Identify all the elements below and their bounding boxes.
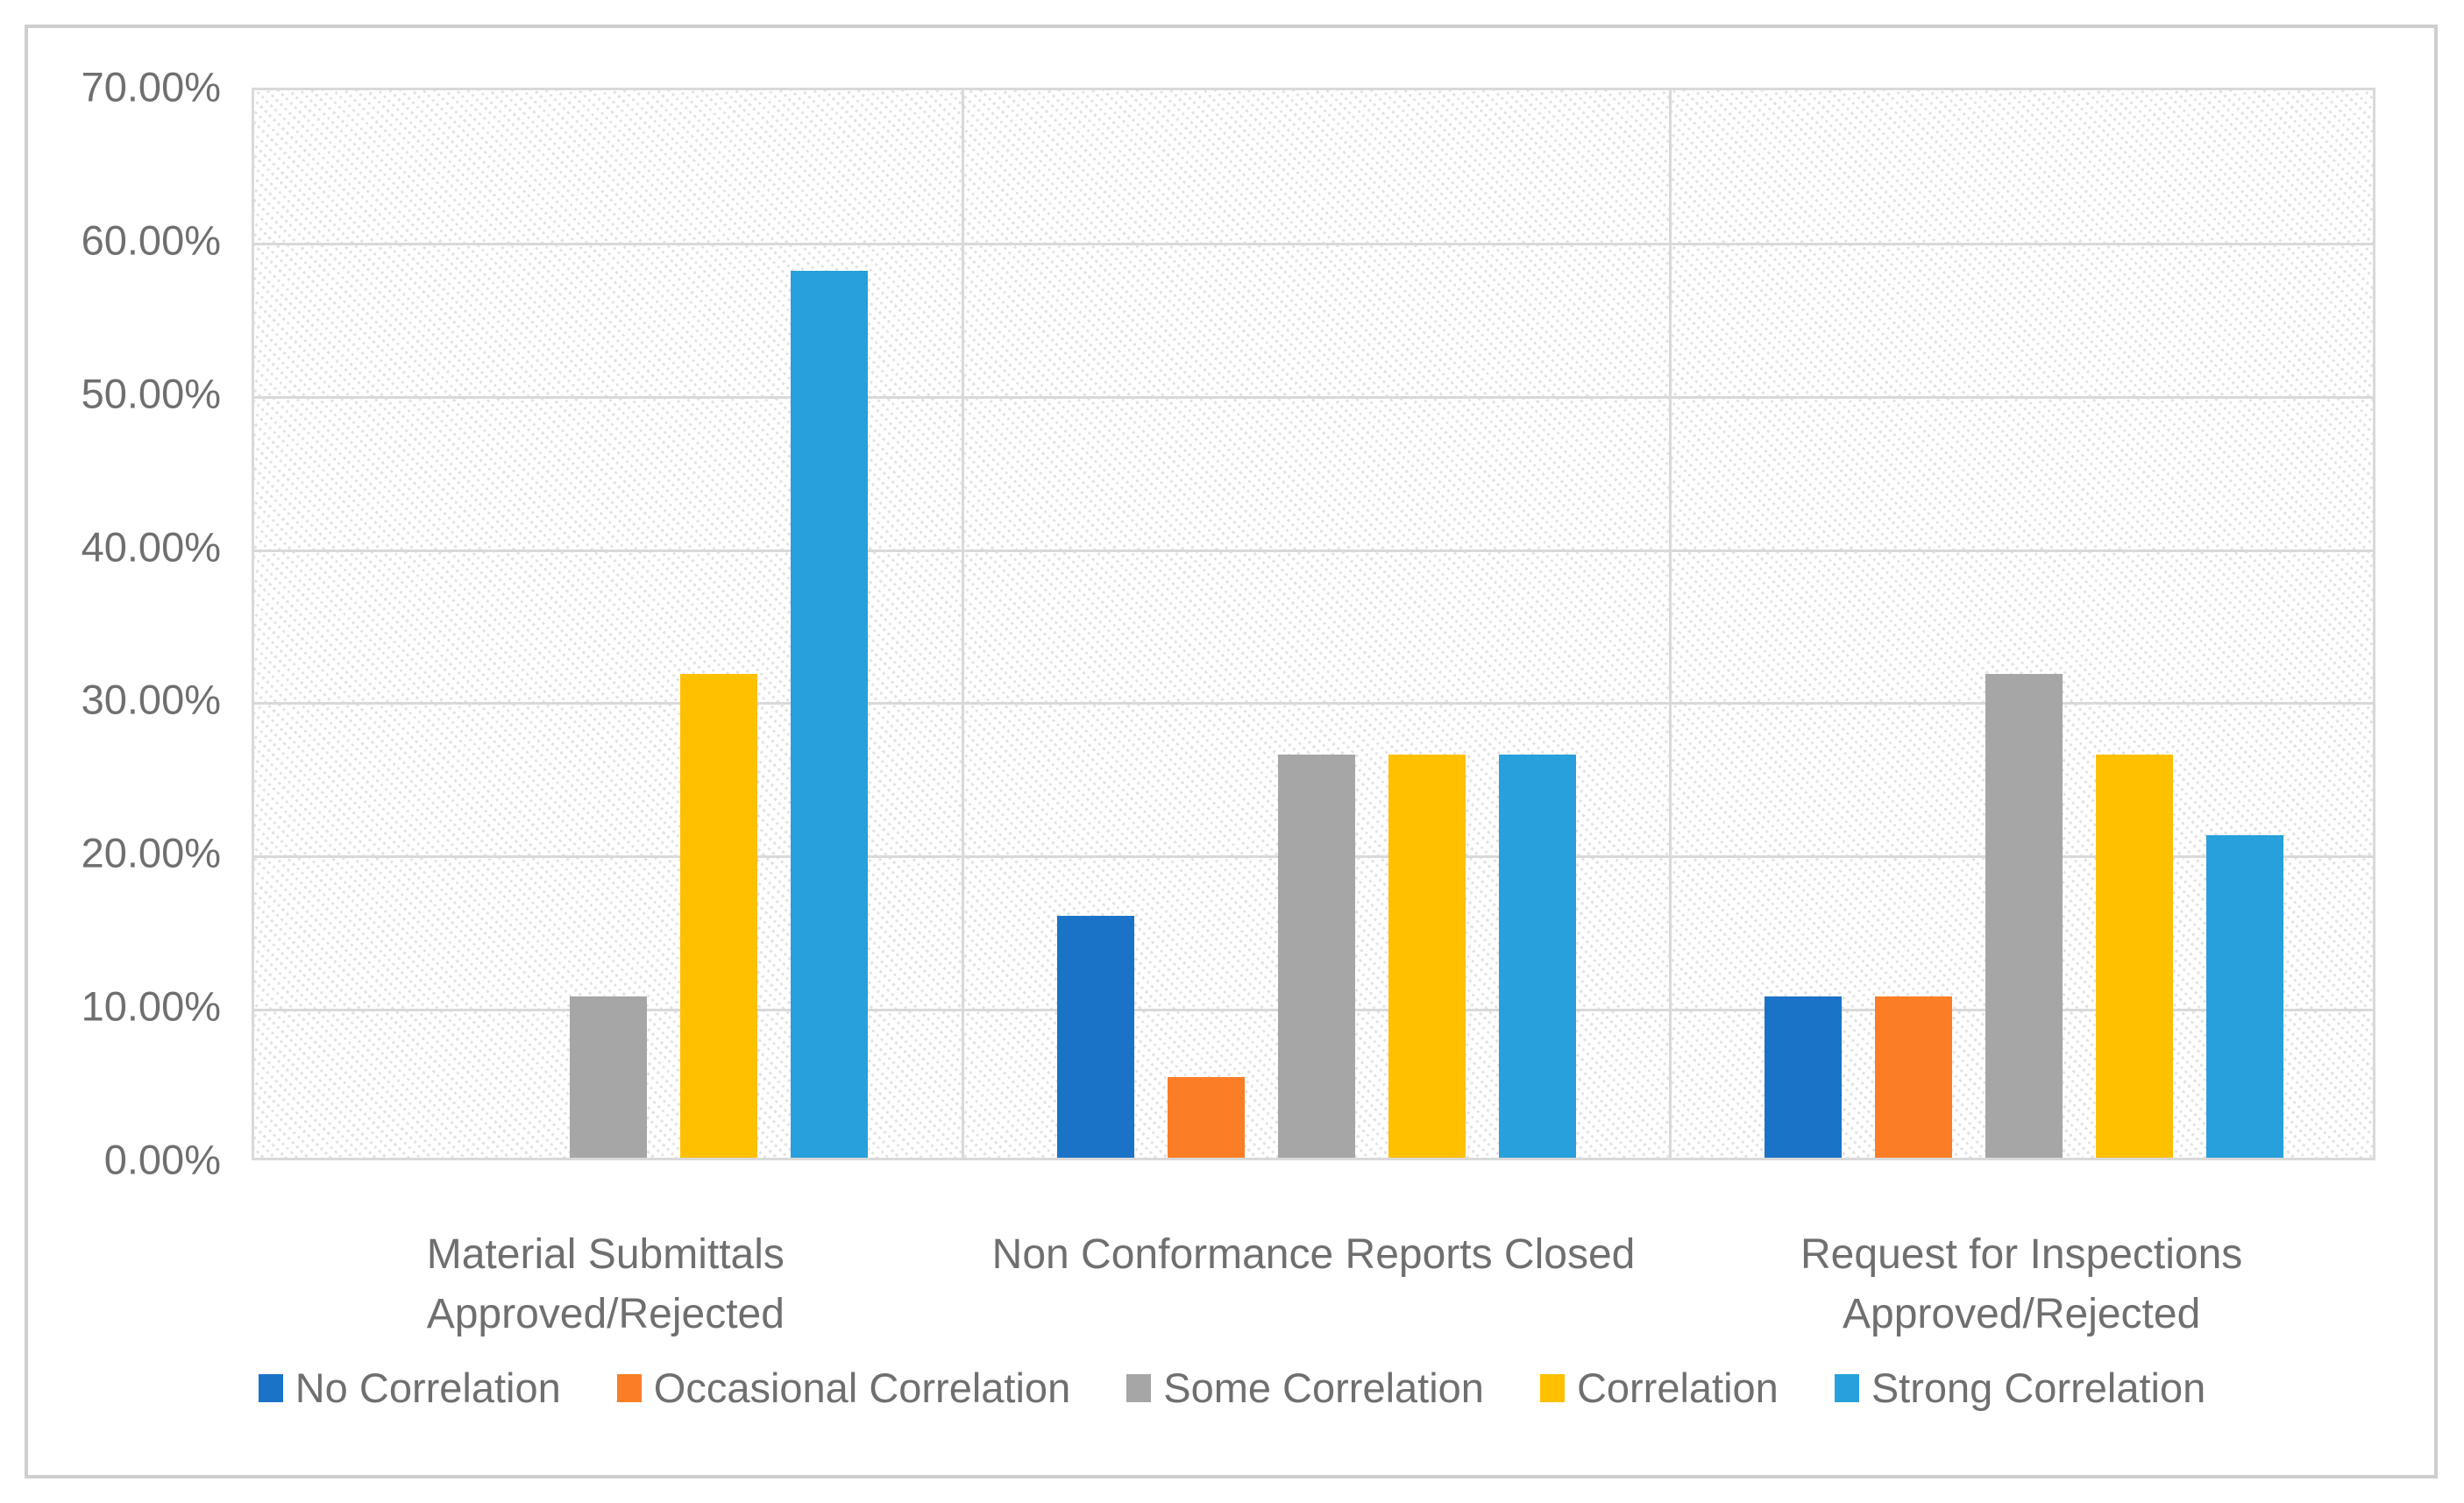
category-label-line: Approved/Rejected: [1843, 1291, 2201, 1337]
legend-swatch-icon: [616, 1373, 642, 1402]
legend-label: Strong Correlation: [1871, 1365, 2206, 1411]
legend-label: Occasional Correlation: [653, 1365, 1071, 1411]
bar-correlation-material-submittals-approved-rejected: [679, 673, 757, 1158]
bar-occasional-correlation-non-conformance-reports-closed: [1167, 1077, 1245, 1158]
y-tick-label: 30.00%: [81, 676, 221, 723]
legend-item-no-correlation: No Correlation: [258, 1364, 561, 1412]
gridline: [254, 395, 2373, 399]
bar-occasional-correlation-request-for-inspections-approved-rejected: [1875, 996, 1953, 1158]
y-tick-label: 20.00%: [81, 829, 221, 876]
y-tick-label: 60.00%: [81, 216, 221, 264]
bar-strong-correlation-material-submittals-approved-rejected: [790, 270, 868, 1158]
y-tick-label: 50.00%: [81, 370, 221, 417]
gridline: [254, 242, 2373, 245]
y-tick-label: 40.00%: [81, 522, 221, 570]
plot-area: [252, 88, 2375, 1160]
category-label-line: Material Submittals: [426, 1231, 785, 1278]
legend-label: Some Correlation: [1163, 1365, 1484, 1411]
bar-strong-correlation-request-for-inspections-approved-rejected: [2206, 834, 2284, 1158]
bar-some-correlation-material-submittals-approved-rejected: [569, 996, 647, 1158]
bar-no-correlation-non-conformance-reports-closed: [1056, 915, 1134, 1158]
legend-swatch-icon: [1126, 1373, 1152, 1402]
legend-item-occasional-correlation: Occasional Correlation: [616, 1364, 1071, 1412]
category-separator: [961, 90, 964, 1158]
gridline: [254, 549, 2373, 552]
legend-item-strong-correlation: Strong Correlation: [1834, 1364, 2206, 1412]
category-separator: [1669, 90, 1672, 1158]
category-label-request-for-inspections-approved-rejected: Request for Inspections Approved/Rejected: [1609, 1225, 2433, 1344]
legend-label: No Correlation: [295, 1365, 561, 1411]
gridline: [254, 702, 2373, 705]
category-label-line: Request for Inspections: [1800, 1231, 2243, 1278]
legend: No Correlation Occasional Correlation Some…: [0, 1364, 2464, 1412]
y-tick-label: 10.00%: [81, 982, 221, 1030]
y-tick-label: 70.00%: [81, 63, 221, 110]
bar-strong-correlation-non-conformance-reports-closed: [1498, 754, 1576, 1158]
category-label-line: Approved/Rejected: [426, 1291, 785, 1337]
bar-correlation-request-for-inspections-approved-rejected: [2096, 754, 2174, 1158]
category-label-non-conformance-reports-closed: Non Conformance Reports Closed: [902, 1225, 1726, 1285]
legend-swatch-icon: [1539, 1373, 1565, 1402]
legend-swatch-icon: [1834, 1373, 1859, 1402]
legend-label: Correlation: [1576, 1365, 1779, 1411]
legend-swatch-icon: [258, 1373, 283, 1402]
legend-item-some-correlation: Some Correlation: [1126, 1364, 1484, 1412]
bar-no-correlation-request-for-inspections-approved-rejected: [1765, 996, 1843, 1158]
category-label-line: Non Conformance Reports Closed: [991, 1231, 1636, 1278]
bar-some-correlation-non-conformance-reports-closed: [1277, 754, 1355, 1158]
category-label-material-submittals-approved-rejected: Material Submittals Approved/Rejected: [194, 1225, 1018, 1344]
legend-item-correlation: Correlation: [1539, 1364, 1779, 1412]
y-tick-label: 0.00%: [103, 1136, 221, 1183]
bar-some-correlation-request-for-inspections-approved-rejected: [1985, 673, 2063, 1158]
bar-correlation-non-conformance-reports-closed: [1388, 754, 1466, 1158]
